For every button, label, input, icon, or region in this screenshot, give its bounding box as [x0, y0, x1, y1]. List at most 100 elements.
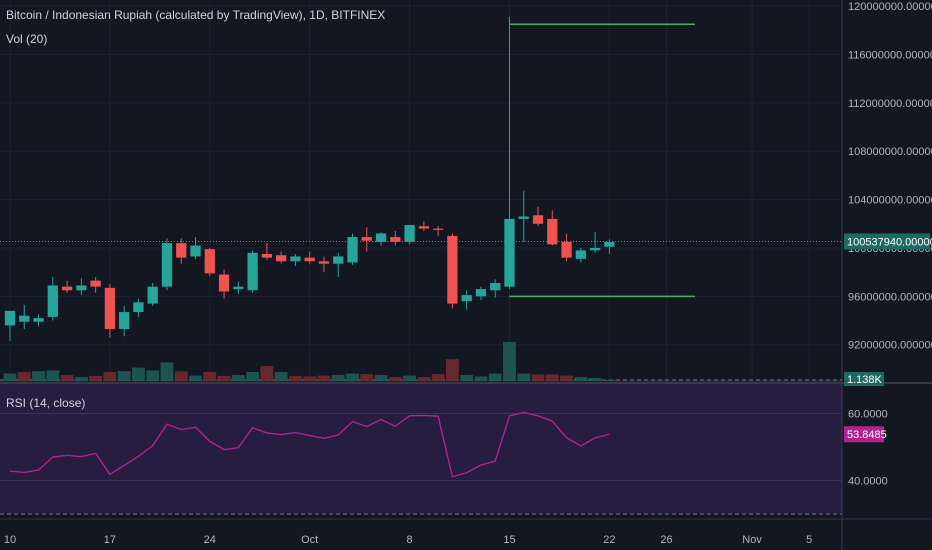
candle-body-32	[461, 295, 472, 302]
volume-bar-31	[445, 359, 459, 381]
rsi-legend: RSI (14, close)	[6, 396, 86, 410]
candle-body-1	[19, 315, 30, 322]
volume-bar-24	[346, 373, 359, 381]
rsi-tick-label-1: 40.0000	[848, 475, 888, 487]
volume-bar-36	[517, 373, 531, 381]
volume-bar-1	[17, 372, 31, 381]
candle-body-4	[61, 286, 73, 291]
price-tick-label-2: 112000000.00000000	[848, 98, 932, 110]
time-tick-label-9: 5	[806, 534, 812, 546]
price-tick-label-0: 120000000.00000000	[848, 1, 932, 13]
volume-bar-35	[503, 342, 516, 381]
candle-body-39	[561, 241, 572, 258]
time-tick-label-2: 24	[204, 534, 216, 546]
candle-body-11	[161, 243, 173, 287]
time-tick-label-5: 15	[503, 534, 515, 546]
volume-bar-19	[274, 372, 288, 381]
volume-bar-32	[460, 375, 474, 381]
volume-bar-5	[74, 377, 88, 381]
candle-body-30	[432, 228, 444, 230]
volume-bar-22	[317, 375, 331, 381]
candle-body-34	[490, 283, 501, 291]
volume-bar-38	[545, 374, 559, 381]
candle-body-9	[133, 302, 144, 313]
volume-bar-6	[89, 375, 103, 381]
volume-bar-12	[174, 371, 188, 381]
time-tick-label-3: Oct	[301, 534, 318, 546]
time-tick-label-6: 22	[603, 534, 615, 546]
candle-body-16	[233, 286, 244, 290]
candle-body-17	[247, 252, 258, 291]
time-tick-label-8: Nov	[742, 534, 762, 546]
candle-body-19	[276, 255, 287, 262]
candle-body-27	[390, 237, 401, 242]
price-tick-label-6: 96000000.00000000	[848, 291, 932, 303]
candle-body-7	[104, 287, 116, 329]
candle-body-6	[90, 280, 101, 287]
time-tick-label-7: 26	[660, 534, 672, 546]
candle-body-25	[361, 237, 372, 241]
price-tick-label-7: 92000000.00000000	[848, 340, 932, 352]
rsi-line	[9, 411, 610, 478]
candle-body-8	[119, 312, 130, 329]
price-badge: 100537940.00000000	[847, 236, 932, 248]
rsi-tick-label-0: 60.0000	[848, 408, 888, 420]
volume-bar-37	[531, 374, 545, 381]
price-tick-label-1: 116000000.00000000	[848, 49, 932, 61]
candle-body-20	[290, 256, 301, 262]
volume-badge: 1.138K	[847, 374, 883, 386]
volume-bar-39	[560, 375, 573, 381]
volume-bar-40	[574, 377, 588, 381]
candle-body-28	[404, 224, 415, 242]
volume-bar-10	[146, 370, 160, 381]
volume-bar-17	[246, 372, 260, 381]
volume-bar-15	[217, 375, 231, 381]
volume-bar-2	[32, 371, 45, 381]
volume-bar-8	[117, 371, 131, 381]
candle-body-18	[261, 254, 273, 258]
volume-bar-30	[431, 374, 445, 381]
volume-bar-23	[331, 375, 345, 381]
volume-bar-7	[103, 372, 117, 381]
candle-body-35	[504, 218, 515, 287]
volume-bar-0	[3, 373, 17, 381]
volume-bar-16	[231, 375, 245, 381]
volume-bar-4	[60, 375, 74, 381]
candle-body-5	[76, 285, 87, 291]
volume-bar-26	[374, 375, 388, 381]
volume-badge-bg	[844, 372, 884, 386]
volume-bar-41	[588, 378, 602, 381]
volume-bar-42	[602, 379, 616, 381]
candle-body-12	[176, 243, 187, 258]
volume-bar-21	[303, 376, 317, 381]
candle-body-26	[375, 233, 387, 242]
volume-bar-33	[474, 376, 488, 381]
candle-body-24	[347, 237, 358, 263]
candle-body-38	[547, 218, 558, 245]
volume-bar-29	[417, 377, 431, 381]
volume-bar-18	[260, 366, 274, 381]
volume-bar-11	[160, 362, 174, 381]
candle-body-40	[575, 250, 586, 259]
candle-body-0	[4, 310, 16, 326]
volume-bar-27	[388, 377, 402, 381]
candle-body-42	[604, 241, 615, 247]
time-tick-label-4: 8	[407, 534, 413, 546]
candle-body-2	[33, 318, 44, 322]
volume-bar-34	[488, 373, 502, 381]
candle-body-41	[589, 247, 601, 251]
volume-bar-14	[203, 372, 217, 381]
candle-body-23	[333, 256, 344, 264]
candle-body-29	[418, 226, 429, 229]
rsi-badge-bg	[844, 426, 884, 443]
rsi-band	[0, 379, 842, 514]
candle-body-13	[190, 245, 201, 257]
candle-body-10	[147, 286, 158, 304]
volume-legend: Vol (20)	[6, 32, 48, 46]
chart-title: Bitcoin / Indonesian Rupiah (calculated …	[6, 8, 386, 22]
price-tick-label-3: 108000000.00000000	[848, 146, 932, 158]
price-badge-bg	[844, 233, 930, 250]
volume-bar-13	[189, 375, 202, 381]
time-tick-label-0: 10	[4, 534, 16, 546]
